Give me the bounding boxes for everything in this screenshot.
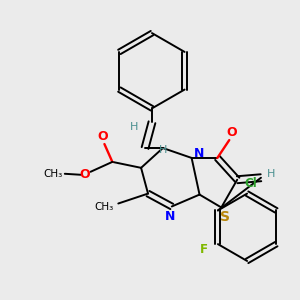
Text: CH₃: CH₃: [95, 202, 114, 212]
Text: F: F: [200, 243, 208, 256]
Text: H: H: [159, 145, 167, 155]
Text: O: O: [97, 130, 108, 142]
Text: N: N: [165, 210, 175, 223]
Text: O: O: [79, 168, 90, 181]
Text: CH₃: CH₃: [43, 169, 62, 179]
Text: H: H: [267, 169, 275, 179]
Text: N: N: [194, 148, 205, 160]
Text: O: O: [226, 126, 237, 139]
Text: S: S: [220, 210, 230, 224]
Text: Cl: Cl: [245, 177, 257, 190]
Text: H: H: [130, 122, 138, 132]
